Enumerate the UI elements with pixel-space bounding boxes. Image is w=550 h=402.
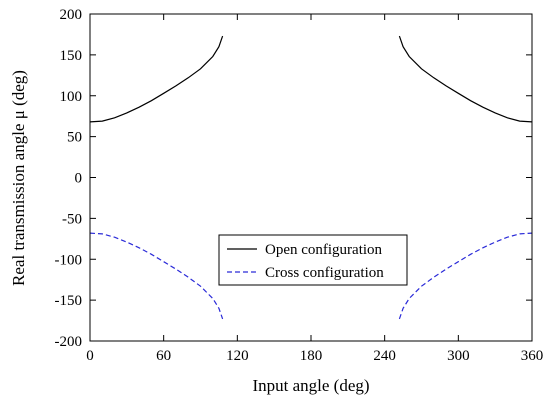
axes: 0 60 120 180 240 300 360 200 150 100 50 0 -50 -100 -15…: [55, 7, 544, 364]
series-line-2-segment-1: [89, 232, 224, 320]
x-tick-label: 360: [521, 348, 544, 364]
legend: Open configuration Cross configuration: [218, 234, 408, 286]
y-tick-label: 200: [60, 7, 83, 23]
x-axis-title: Input angle (deg): [252, 376, 369, 395]
legend-label-1: Open configuration: [265, 242, 383, 258]
legend-box: [218, 234, 408, 286]
x-tick-label: 60: [156, 348, 171, 364]
y-tick-label: 0: [75, 171, 83, 187]
x-tick-label: 300: [447, 348, 470, 364]
y-tick-label: -150: [55, 293, 83, 309]
series-line-1-segment-1: [89, 35, 224, 123]
y-tick-label: -100: [55, 252, 83, 268]
x-tick-label: 120: [226, 348, 249, 364]
x-tick-label: 180: [300, 348, 323, 364]
y-tick-label: 150: [60, 48, 83, 64]
y-tick-label: 50: [67, 130, 82, 146]
x-tick-label: 0: [86, 348, 94, 364]
y-axis-title: Real transmission angle μ (deg): [9, 70, 28, 286]
plot-frame: [89, 13, 533, 342]
y-tick-label: -50: [62, 211, 82, 227]
series-line-2-segment-2: [398, 232, 533, 320]
x-tick-label: 240: [373, 348, 396, 364]
legend-label-2: Cross configuration: [265, 265, 384, 281]
series-line-1-segment-2: [398, 35, 533, 123]
y-tick-label: -200: [55, 334, 83, 350]
y-tick-label: 100: [60, 89, 83, 105]
plot-area: [89, 35, 533, 320]
